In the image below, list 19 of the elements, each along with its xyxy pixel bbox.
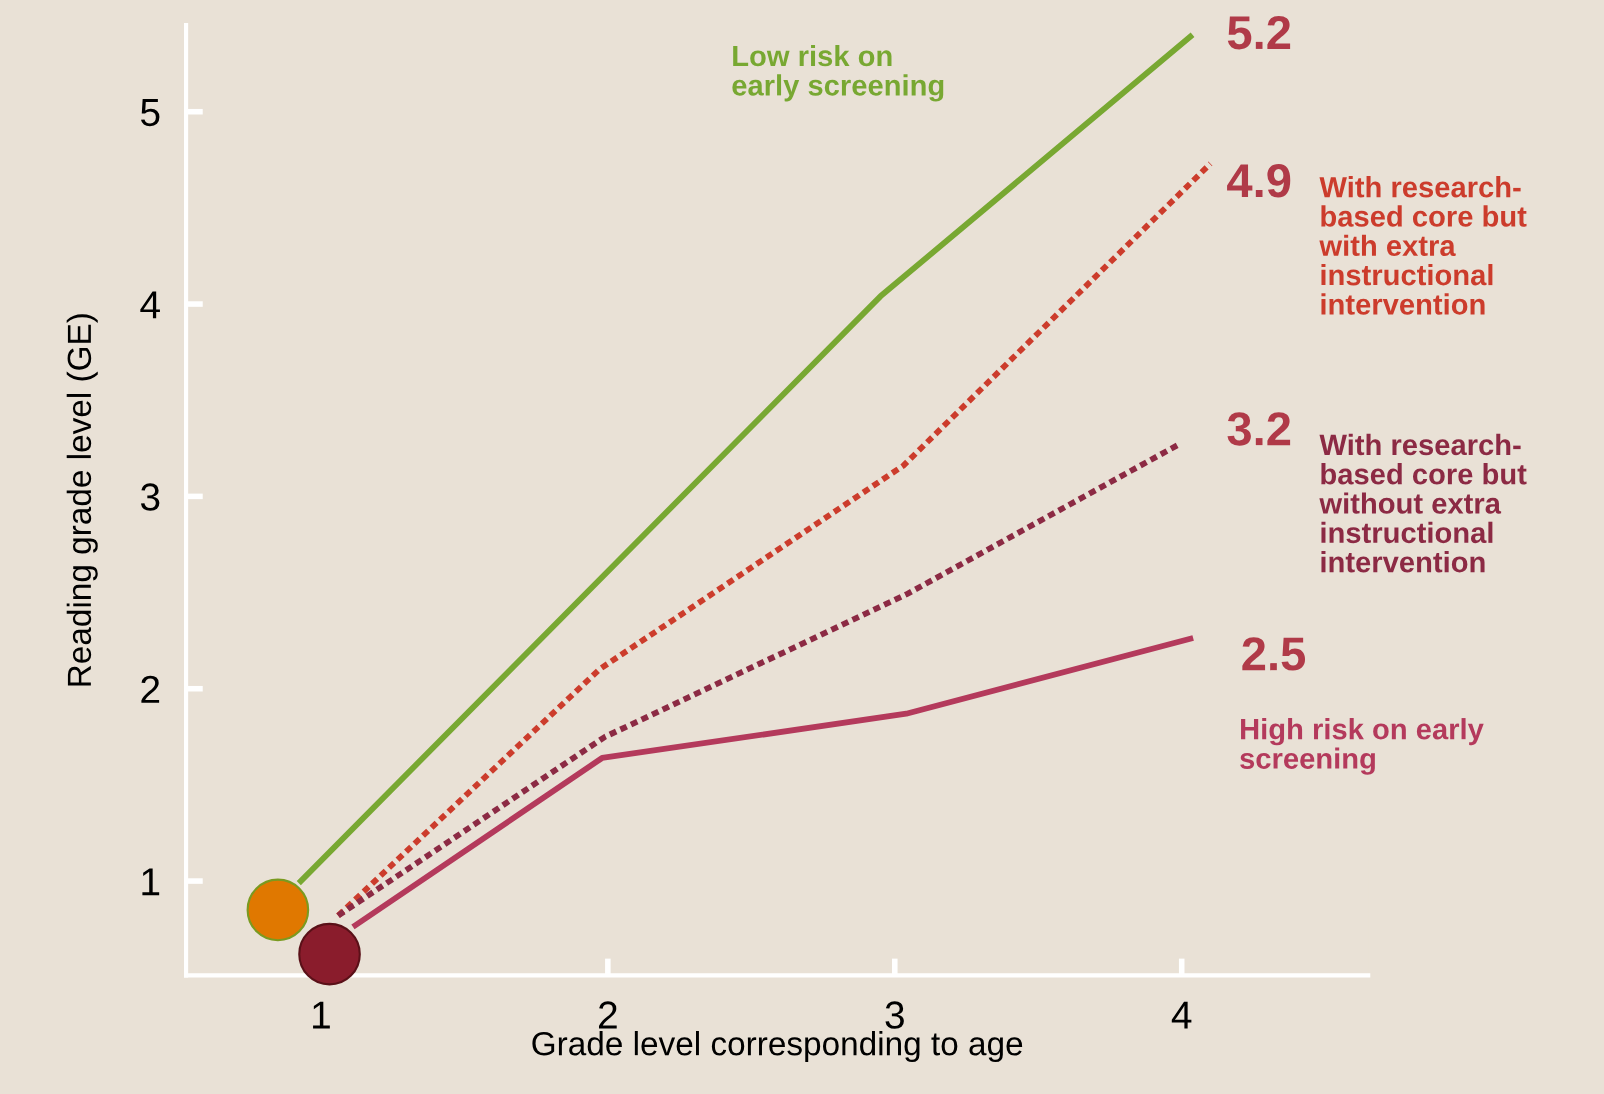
y-tick-label: 3 — [140, 483, 160, 511]
annotation: 2.5 — [1242, 637, 1306, 671]
y-tick-label: 5 — [140, 99, 160, 127]
x-tick-label: 3 — [885, 1001, 904, 1029]
text: With research- based core but with extra instructional intervention — [1319, 176, 1527, 315]
text: Low risk on early screening — [732, 44, 944, 102]
y-axis-title: Reading grade level (GE) — [66, 314, 98, 686]
y-tick-label: 1 — [142, 868, 160, 896]
y-tick-label: 2 — [141, 675, 160, 703]
y-tick-label: 4 — [140, 291, 160, 319]
annotation: 4.9 — [1227, 164, 1291, 198]
x-tick-label: 2 — [598, 1001, 617, 1029]
annotation: 3.2 — [1227, 412, 1291, 446]
x-tick-label: 1 — [313, 1001, 330, 1029]
annotation: 5.2 — [1227, 15, 1291, 50]
x-axis-title: Grade level corresponding to age — [532, 1031, 1023, 1063]
text: High risk on early screening — [1240, 718, 1484, 775]
x-tick-label: 4 — [1171, 1001, 1192, 1029]
text: With research- based core but without extra instructional intervention — [1319, 433, 1527, 573]
